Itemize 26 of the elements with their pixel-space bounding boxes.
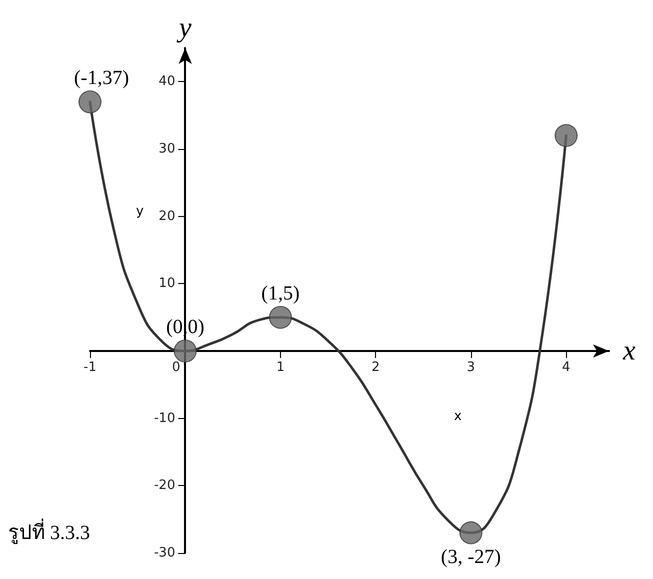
- y-tick-label: 10: [158, 276, 176, 292]
- y-tick-label: -20: [154, 478, 176, 494]
- x-tick-label: -1: [84, 360, 96, 375]
- x-tick-label: 0: [172, 360, 180, 375]
- point: [268, 306, 292, 329]
- annotation: (1,5): [261, 282, 300, 304]
- annotation: y: [136, 204, 144, 219]
- annotation: (-1,37): [74, 66, 129, 89]
- x-tick-label: 2: [372, 360, 380, 375]
- point: [174, 340, 197, 362]
- x-tick-label: 3: [466, 360, 476, 375]
- point: [459, 521, 482, 544]
- annotation: รูปที่ 3.3.3: [8, 518, 90, 545]
- y-tick-label: -30: [154, 546, 176, 560]
- x-axis-title: x: [622, 336, 636, 366]
- y-tick-label: 40: [158, 74, 176, 90]
- y-tick-label: 20: [158, 208, 176, 224]
- point: [78, 90, 102, 114]
- y-tick-label: 30: [158, 142, 176, 156]
- annotation: x: [454, 409, 462, 424]
- point: [554, 124, 578, 148]
- x-tick-label: 1: [276, 360, 285, 375]
- y-tick-label: -10: [154, 410, 176, 426]
- x-tick-label: 4: [562, 360, 570, 375]
- annotation: (3, -27): [440, 546, 501, 568]
- y-axis-title: y: [176, 12, 192, 44]
